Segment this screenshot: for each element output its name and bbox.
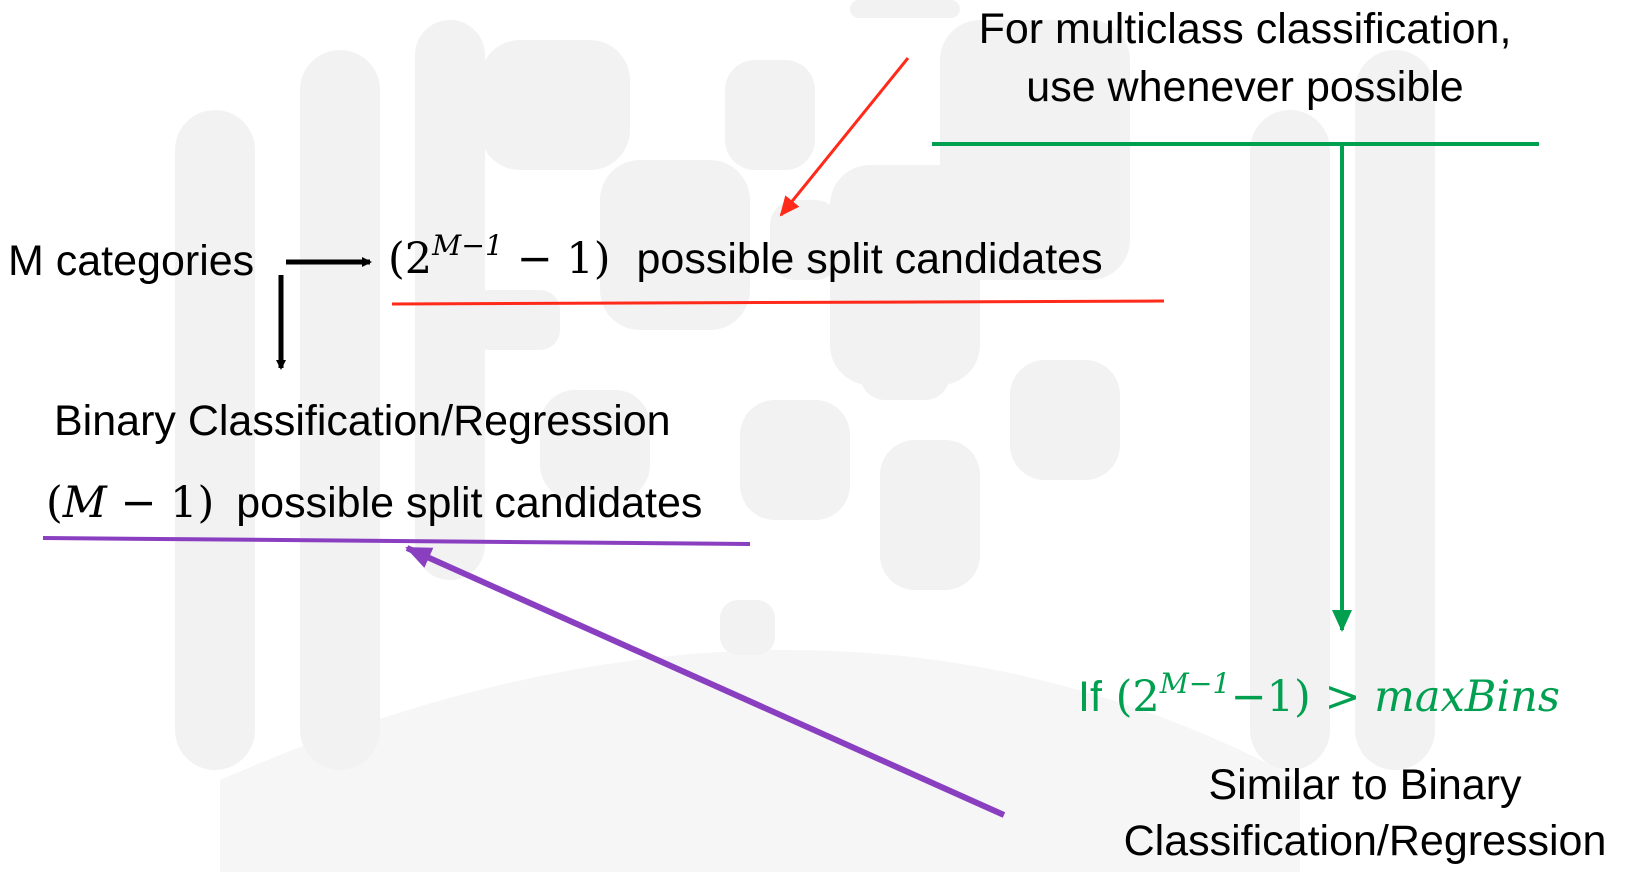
multiclass-note-line2: use whenever possible [1026,63,1464,111]
condition-prefix: If [1078,673,1102,721]
multiclass-expr: (2M−1 − 1) [388,229,611,284]
binary-expr: (M − 1) [46,478,215,528]
multiclass-note: For multiclass classification, use whene… [895,8,1595,109]
binary-suffix: possible split candidates [236,479,703,527]
similar-line2: Classification/Regression [1123,817,1607,865]
similar-line1: Similar to Binary [1208,761,1522,809]
binary-split-candidates: (M − 1) possible split candidates [46,482,702,525]
condition-exponent: M−1 [1159,667,1231,701]
multiclass-suffix: possible split candidates [636,235,1103,283]
watermark-logo [175,0,1435,872]
m-categories-label: M categories [8,237,255,285]
purple-underline [42,536,751,546]
condition-expr: (2M−1−1) > maxBins [1101,667,1560,722]
multiclass-note-line1: For multiclass classification, [978,5,1512,53]
multiclass-exponent: M−1 [432,229,504,263]
red-underline [391,299,1165,306]
maxbins-condition: If (2M−1−1) > maxBins [1078,670,1560,721]
purple-arrow [405,545,1006,818]
red-arrow [779,57,910,217]
maxbins-var: maxBins [1374,672,1560,722]
similar-note: Similar to Binary Classification/Regress… [1085,764,1630,863]
multiclass-split-candidates: (2M−1 − 1) possible split candidates [388,232,1103,283]
binary-title: Binary Classification/Regression [54,397,671,445]
